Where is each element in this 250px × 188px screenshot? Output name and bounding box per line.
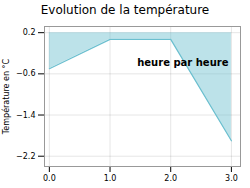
svg-text:1.0: 1.0 — [104, 174, 117, 183]
svg-text:−0.6: −0.6 — [16, 69, 35, 78]
svg-text:0.2: 0.2 — [23, 28, 36, 37]
svg-text:Température en °C: Température en °C — [1, 58, 11, 135]
svg-text:−1.4: −1.4 — [16, 111, 35, 120]
svg-text:2.0: 2.0 — [164, 174, 177, 183]
svg-text:−2.2: −2.2 — [16, 152, 35, 161]
html-text:Evolution de la température: Evolution de la température — [40, 3, 210, 17]
svg-text:0.0: 0.0 — [43, 174, 56, 183]
svg-text:3.0: 3.0 — [225, 174, 238, 183]
svg-text:heure par heure: heure par heure — [137, 57, 228, 68]
